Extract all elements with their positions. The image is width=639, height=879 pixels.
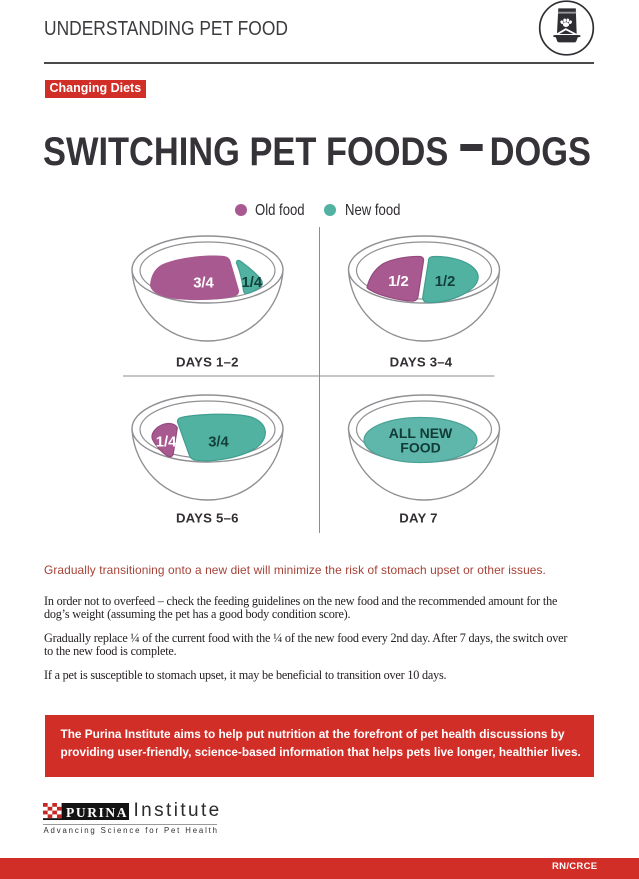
svg-text:1/4: 1/4	[242, 275, 263, 291]
svg-text:DAYS 3–4: DAYS 3–4	[390, 355, 453, 370]
svg-text:3/4: 3/4	[193, 276, 214, 292]
svg-text:DAYS 1–2: DAYS 1–2	[176, 355, 239, 370]
svg-text:1/2: 1/2	[435, 274, 456, 290]
svg-text:ALL NEW: ALL NEW	[389, 425, 453, 441]
svg-text:1/4: 1/4	[156, 434, 177, 450]
svg-text:DAYS 5–6: DAYS 5–6	[176, 510, 239, 525]
svg-text:DAY 7: DAY 7	[399, 510, 437, 525]
svg-text:1/2: 1/2	[388, 274, 409, 290]
svg-text:3/4: 3/4	[208, 434, 229, 450]
svg-text:FOOD: FOOD	[400, 440, 440, 456]
